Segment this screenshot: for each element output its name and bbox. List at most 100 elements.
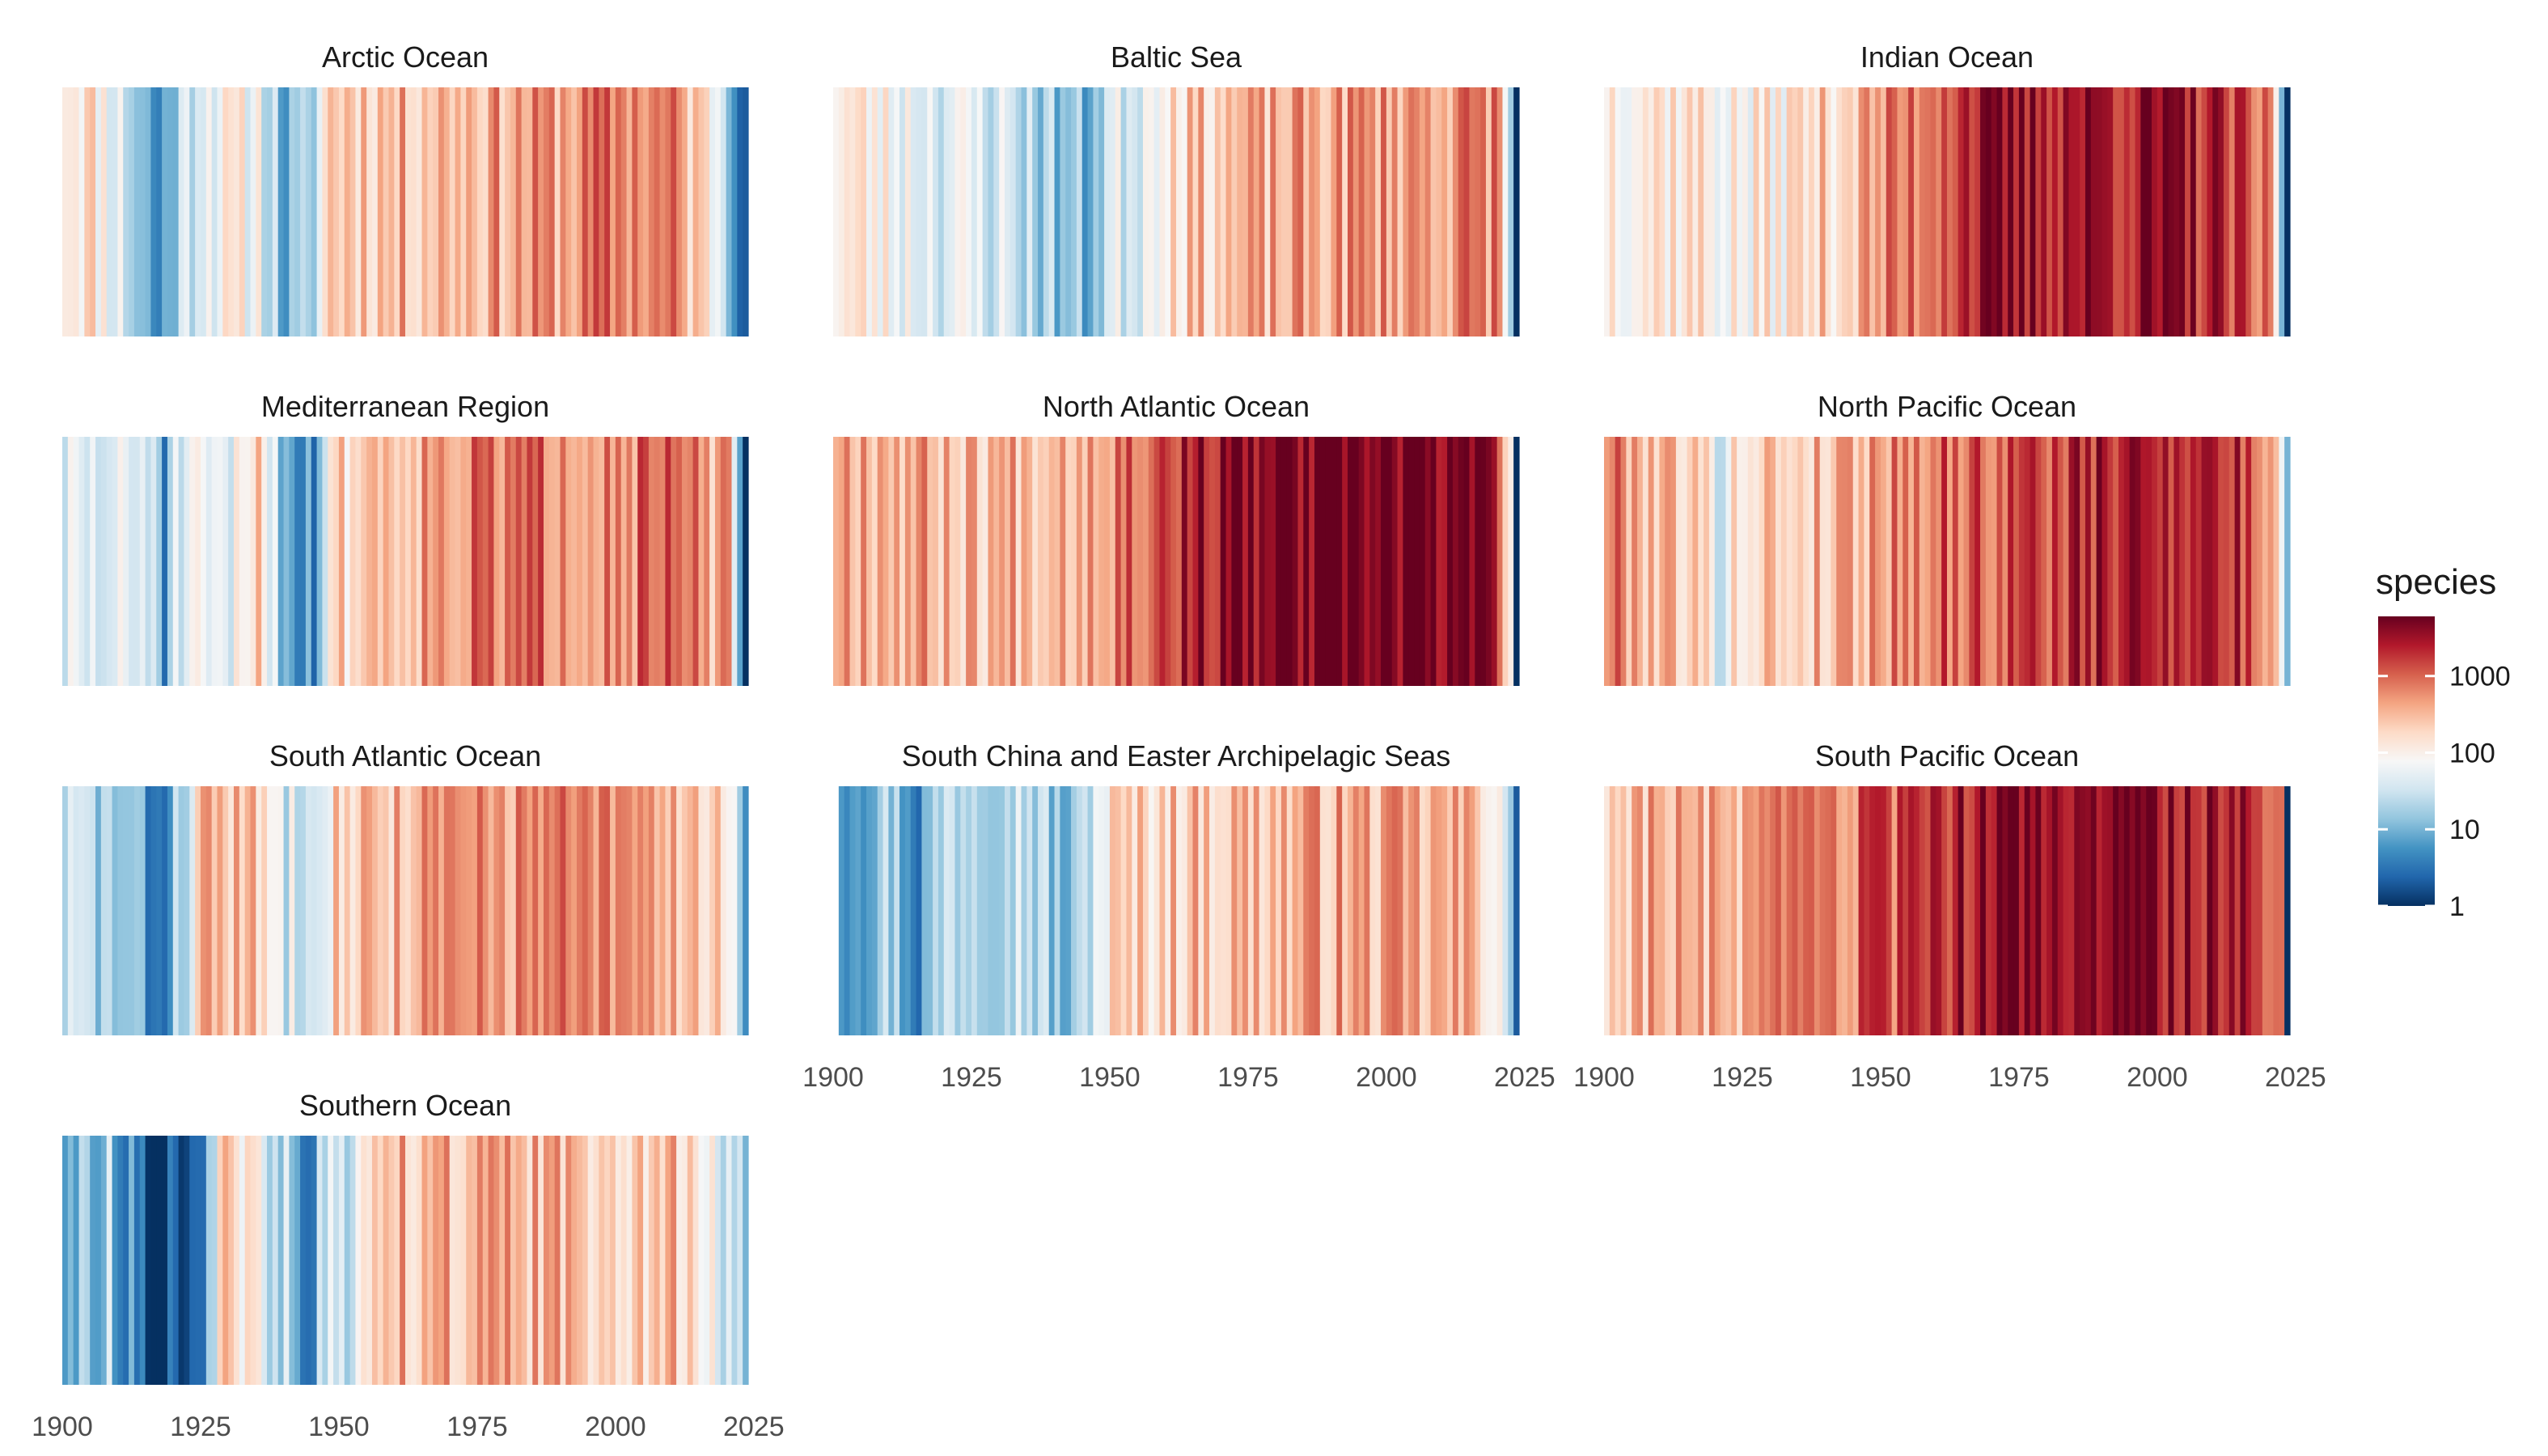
year-stripe [84,1136,91,1385]
year-stripe [361,786,367,1035]
year-stripe [1704,437,1710,686]
year-stripe [2041,437,2047,686]
year-stripe [1704,87,1710,336]
year-stripe [1653,87,1660,336]
year-stripe [1038,786,1044,1035]
year-stripe [1297,87,1304,336]
year-stripe [388,87,395,336]
year-stripe [476,437,484,686]
legend-title: species [2376,562,2496,602]
year-stripe [405,437,412,686]
year-stripe [1447,87,1454,336]
year-stripe [1980,786,1987,1035]
year-stripe [172,87,180,336]
year-stripe [123,87,129,336]
year-stripe [1137,437,1144,686]
year-stripe [84,437,91,686]
year-stripe [505,1136,511,1385]
year-stripe [150,1136,157,1385]
year-stripe [1626,87,1632,336]
year-stripe [999,437,1005,686]
year-stripe [2173,87,2180,336]
year-stripe [2101,437,2108,686]
year-stripe [1424,87,1432,336]
year-stripe [2080,437,2086,686]
year-stripe [1642,87,1649,336]
year-stripe [571,87,578,336]
year-stripe [1087,437,1094,686]
year-stripe [1513,786,1520,1035]
year-stripe [571,1136,578,1385]
year-stripe [720,437,727,686]
year-stripe [438,87,445,336]
year-stripe [62,87,69,336]
year-stripe [217,786,223,1035]
facet-panel: Indian Ocean [1604,40,2291,336]
year-stripe [1880,437,1887,686]
year-stripe [548,437,556,686]
year-stripe [2030,786,2037,1035]
year-stripe [222,786,229,1035]
year-stripe [427,1136,434,1385]
year-stripe [1270,87,1276,336]
year-stripe [261,437,268,686]
year-stripe [2251,87,2258,336]
year-stripe [2273,786,2279,1035]
year-stripe [1441,437,1448,686]
year-stripe [577,786,583,1035]
year-stripe [156,786,163,1035]
year-stripe [272,786,279,1035]
year-stripe [1364,437,1370,686]
year-stripe [714,87,722,336]
year-stripe [1903,437,1909,686]
year-stripe [1980,87,1987,336]
year-stripe [2228,786,2236,1035]
year-stripe [145,87,152,336]
year-stripe [1930,87,1936,336]
year-stripe [344,786,351,1035]
year-stripe [1609,87,1616,336]
year-stripe [1054,786,1060,1035]
year-stripe [338,87,345,336]
year-stripe [1048,437,1056,686]
year-stripe [2096,87,2103,336]
year-stripe [1886,437,1893,686]
year-stripe [654,87,661,336]
year-stripe [2008,786,2014,1035]
year-stripe [1342,87,1348,336]
year-stripe [2256,786,2263,1035]
year-stripe [172,786,180,1035]
year-stripe [1491,786,1498,1035]
year-stripe [1132,437,1138,686]
year-stripe [449,786,456,1035]
year-stripe [1665,786,1671,1035]
year-stripe [615,1136,622,1385]
year-stripe [849,437,856,686]
year-stripe [499,87,506,336]
year-stripe [410,786,417,1035]
year-stripe [1043,437,1050,686]
year-stripe [1869,786,1876,1035]
year-stripe [1126,786,1132,1035]
year-stripe [1005,87,1011,336]
year-stripe [2195,87,2203,336]
year-stripe [1620,437,1627,686]
year-stripe [648,1136,655,1385]
year-stripe [637,786,644,1035]
year-stripe [2273,87,2279,336]
year-stripe [222,87,229,336]
year-stripe [1842,87,1848,336]
year-stripe [244,437,252,686]
year-stripe [1342,437,1348,686]
year-stripe [222,437,229,686]
year-stripe [1814,437,1821,686]
year-stripe [410,437,417,686]
year-stripe [698,87,705,336]
year-stripe [681,437,688,686]
year-stripe [466,437,472,686]
year-stripe [73,437,80,686]
year-stripe [587,87,595,336]
year-stripe [943,786,950,1035]
year-stripe [637,87,644,336]
year-stripe [871,87,878,336]
